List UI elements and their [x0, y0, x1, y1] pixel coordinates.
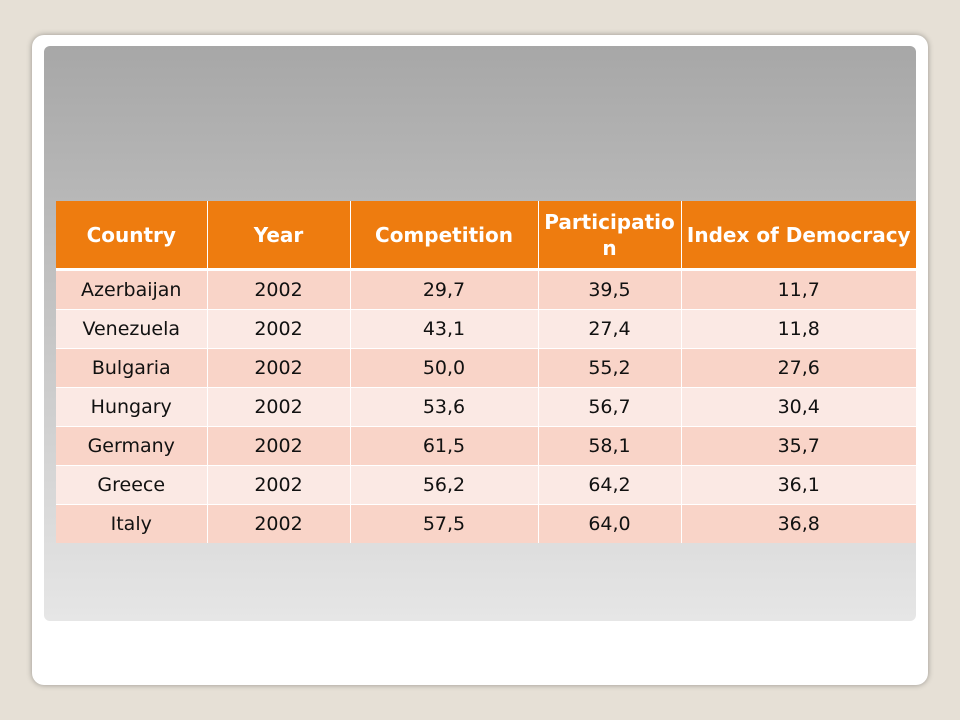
cell-country: Hungary: [56, 387, 207, 427]
cell-index: 27,6: [680, 348, 916, 388]
cell-year: 2002: [206, 465, 350, 505]
table-row: Hungary 2002 53,6 56,7 30,4: [56, 387, 916, 427]
cell-index: 30,4: [680, 387, 916, 427]
cell-participation: 56,7: [537, 387, 681, 427]
cell-year: 2002: [206, 348, 350, 388]
cell-country: Bulgaria: [56, 348, 207, 388]
cell-competition: 57,5: [349, 504, 538, 543]
table-row: Germany 2002 61,5 58,1 35,7: [56, 426, 916, 466]
cell-participation: 64,0: [537, 504, 681, 543]
cell-participation: 55,2: [537, 348, 681, 388]
cell-country: Italy: [56, 504, 207, 543]
table-row: Italy 2002 57,5 64,0 36,8: [56, 504, 916, 543]
cell-index: 35,7: [680, 426, 916, 466]
slide: Country Year Competition Participat­ion …: [32, 35, 928, 685]
header-competition: Competition: [349, 201, 538, 271]
header-index-of-democracy: Index of Democracy: [680, 201, 916, 271]
cell-competition: 61,5: [349, 426, 538, 466]
table-row: Venezuela 2002 43,1 27,4 11,8: [56, 309, 916, 349]
cell-participation: 64,2: [537, 465, 681, 505]
cell-country: Azerbaijan: [56, 269, 207, 310]
cell-participation: 27,4: [537, 309, 681, 349]
cell-competition: 50,0: [349, 348, 538, 388]
democracy-table: Country Year Competition Participat­ion …: [56, 201, 916, 543]
cell-index: 36,1: [680, 465, 916, 505]
header-year: Year: [206, 201, 350, 271]
cell-country: Germany: [56, 426, 207, 466]
cell-year: 2002: [206, 426, 350, 466]
cell-competition: 53,6: [349, 387, 538, 427]
cell-competition: 56,2: [349, 465, 538, 505]
cell-competition: 29,7: [349, 269, 538, 310]
header-country: Country: [56, 201, 207, 271]
cell-country: Greece: [56, 465, 207, 505]
cell-year: 2002: [206, 309, 350, 349]
content-panel: Country Year Competition Participat­ion …: [44, 46, 916, 621]
table-row: Azerbaijan 2002 29,7 39,5 11,7: [56, 269, 916, 310]
table-row: Greece 2002 56,2 64,2 36,1: [56, 465, 916, 505]
cell-country: Venezuela: [56, 309, 207, 349]
cell-index: 11,8: [680, 309, 916, 349]
table-row: Bulgaria 2002 50,0 55,2 27,6: [56, 348, 916, 388]
cell-year: 2002: [206, 504, 350, 543]
cell-index: 11,7: [680, 269, 916, 310]
cell-participation: 39,5: [537, 269, 681, 310]
header-participation: Participat­ion: [537, 201, 681, 271]
cell-year: 2002: [206, 269, 350, 310]
cell-competition: 43,1: [349, 309, 538, 349]
cell-participation: 58,1: [537, 426, 681, 466]
cell-index: 36,8: [680, 504, 916, 543]
cell-year: 2002: [206, 387, 350, 427]
table-header-row: Country Year Competition Participat­ion …: [56, 201, 916, 271]
